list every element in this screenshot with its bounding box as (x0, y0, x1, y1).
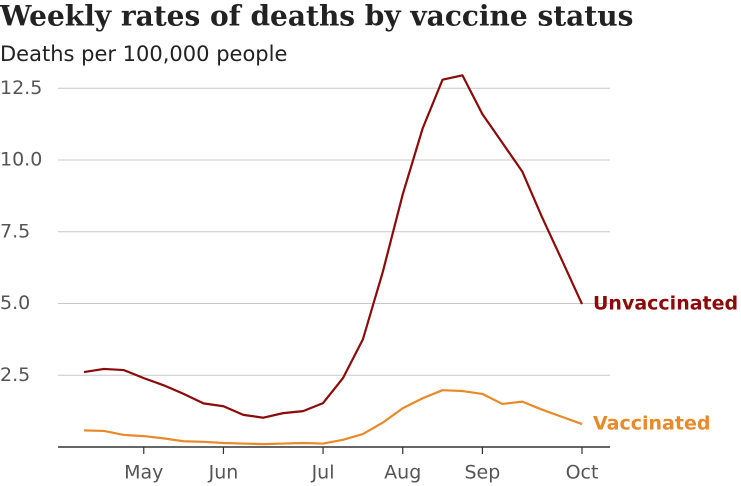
series-label: Unvaccinated (593, 293, 738, 315)
series-line (83, 74, 584, 419)
chart-subtitle: Deaths per 100,000 people (0, 42, 287, 66)
y-tick-label: 5.0 (0, 292, 30, 314)
x-tick-label: Oct (566, 462, 599, 484)
series-label: Vaccinated (593, 413, 710, 435)
y-tick-label: 12.5 (0, 77, 42, 99)
chart-title: Weekly rates of deaths by vaccine status (0, 0, 633, 33)
x-tick-label: Jun (208, 462, 239, 484)
y-tick-label: 10.0 (0, 149, 42, 171)
y-tick-label: 7.5 (0, 220, 30, 242)
x-tick-label: May (124, 462, 163, 484)
x-tick-label: Sep (464, 462, 500, 484)
x-tick-label: Aug (384, 462, 421, 484)
x-tick-label: Jul (311, 462, 335, 484)
y-tick-label: 2.5 (0, 364, 30, 386)
series-line (83, 389, 583, 446)
